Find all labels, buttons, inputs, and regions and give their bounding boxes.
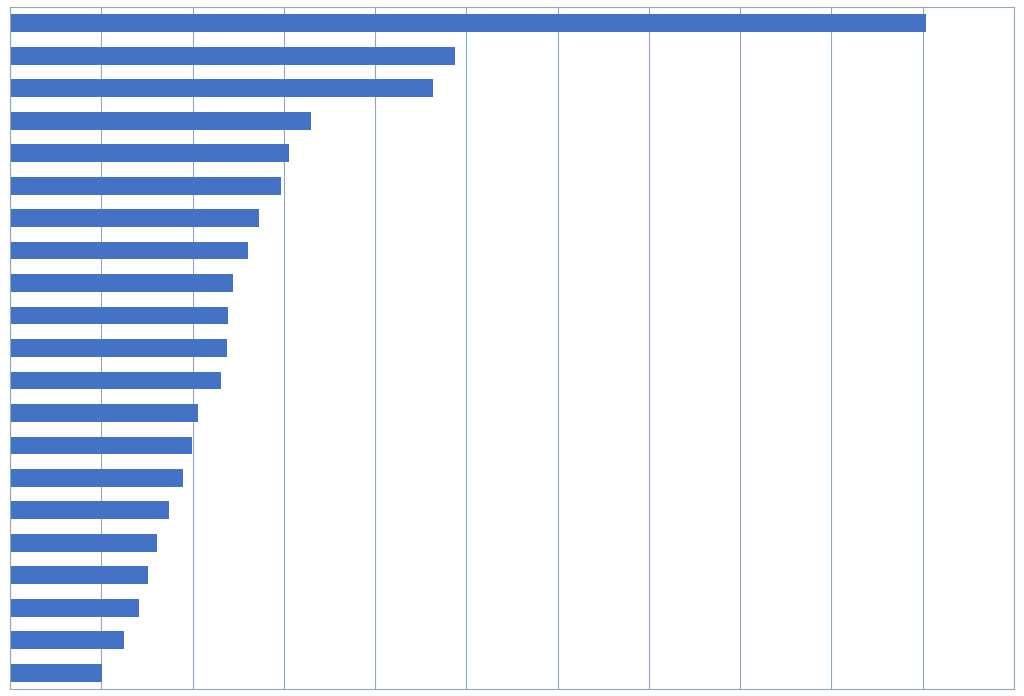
Bar <box>10 664 101 682</box>
Bar <box>10 501 169 519</box>
Bar <box>10 306 228 324</box>
Bar <box>10 144 290 162</box>
Bar <box>10 567 148 585</box>
Bar <box>10 404 198 422</box>
Bar <box>10 79 433 97</box>
Bar <box>10 111 311 129</box>
Bar <box>10 469 183 487</box>
Bar <box>10 436 191 454</box>
Bar <box>10 47 456 65</box>
Bar <box>10 631 124 649</box>
Bar <box>10 534 157 552</box>
Bar <box>10 599 139 617</box>
Bar <box>10 14 927 32</box>
Bar <box>10 339 226 357</box>
Bar <box>10 209 259 227</box>
Bar <box>10 372 221 390</box>
Bar <box>10 274 232 292</box>
Bar <box>10 242 248 260</box>
Bar <box>10 177 281 195</box>
